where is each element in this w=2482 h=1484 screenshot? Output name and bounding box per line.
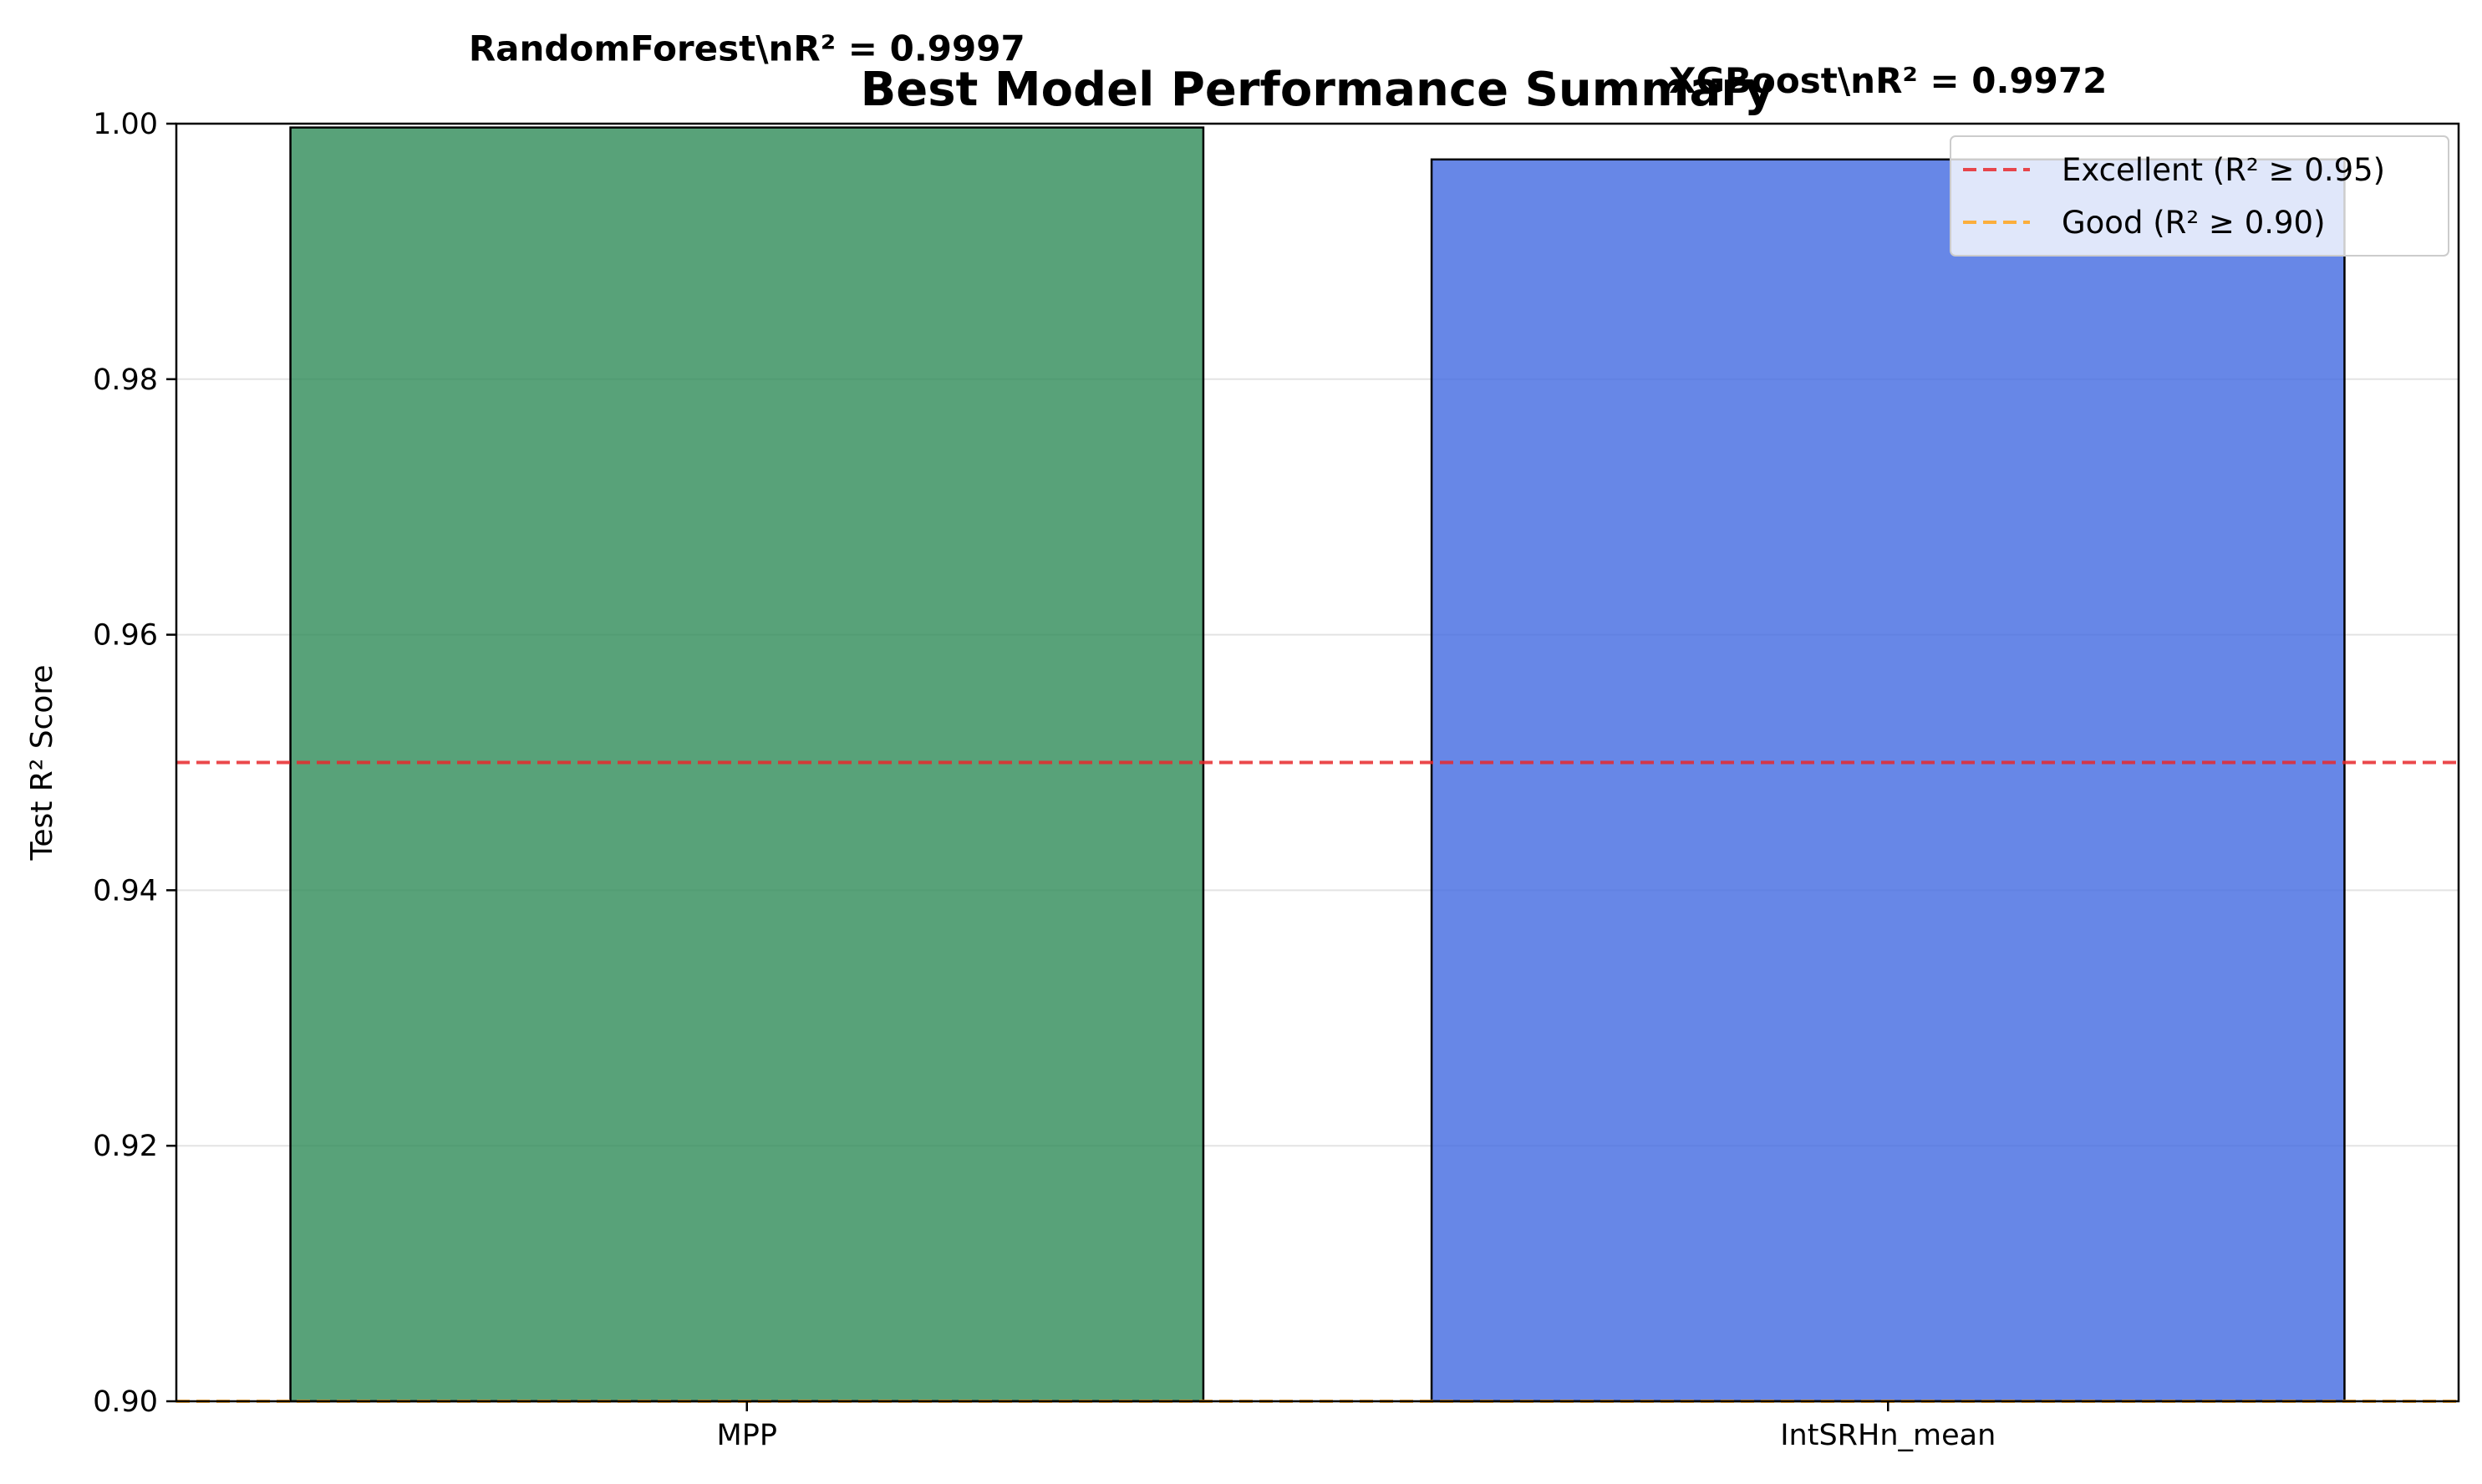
legend-label: Good (R² ≥ 0.90) <box>2062 205 2326 241</box>
bars <box>289 126 2346 1403</box>
bar-intsrhn-mean <box>1430 158 2346 1403</box>
y-tick-label: 0.98 <box>93 363 158 397</box>
y-tick-label: 0.92 <box>93 1130 158 1163</box>
bar-value-label: RandomForest\nR² = 0.9997 <box>469 28 1025 69</box>
y-tick-label: 0.94 <box>93 874 158 907</box>
y-axis-label: Test R² Score <box>25 664 59 861</box>
plot-frame <box>175 122 2460 1403</box>
legend-label: Excellent (R² ≥ 0.95) <box>2062 152 2385 188</box>
x-tick-label: IntSRHn_mean <box>1780 1419 1996 1452</box>
y-tick-label: 1.00 <box>93 108 158 141</box>
legend-box <box>1950 135 2449 257</box>
bar-value-labels: RandomForest\nR² = 0.9997 XGBoost\nR² = 0… <box>469 28 2108 101</box>
y-tick-label: 0.90 <box>93 1385 158 1419</box>
axis-ticks: 0.90 0.92 0.94 0.96 0.98 1.00 MPP IntSRHn_mean <box>93 108 1996 1452</box>
y-tick-label: 0.96 <box>93 619 158 653</box>
bar-value-label: XGBoost\nR² = 0.9972 <box>1669 60 2107 101</box>
bar-mpp <box>289 126 1205 1403</box>
x-tick-label: MPP <box>717 1419 777 1452</box>
legend: Excellent (R² ≥ 0.95) Good (R² ≥ 0.90) <box>1950 135 2449 257</box>
chart-title: Best Model Performance Summary <box>861 63 1775 117</box>
